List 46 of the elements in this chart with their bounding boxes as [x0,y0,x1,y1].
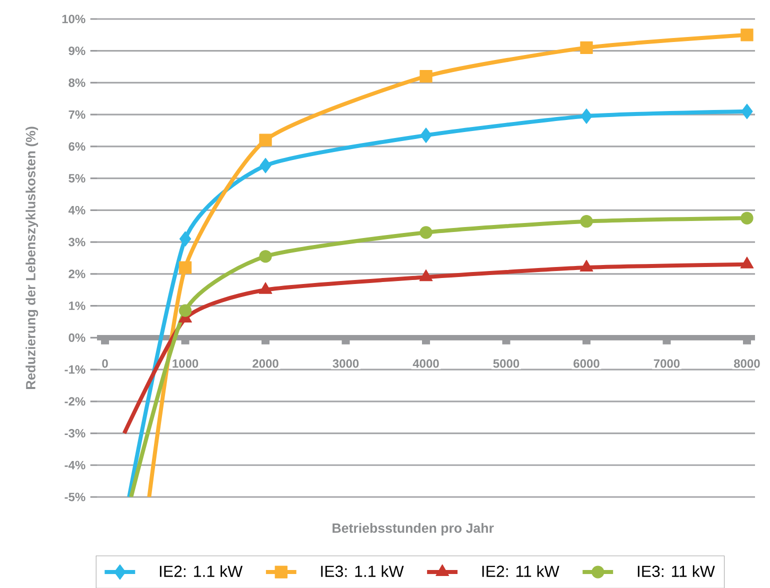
y-tick-label: 6% [68,142,86,150]
x-tick-label: 2000 [252,359,278,368]
point [741,104,753,119]
point [179,230,192,246]
point [740,28,754,42]
point [580,108,592,124]
y-tick-label: -5% [64,492,86,502]
y-tick-label: -3% [64,428,86,438]
x-tick-label: 5000 [493,359,520,368]
y-tick-label: 1% [69,301,86,310]
x-tick-label: 3000 [332,359,359,368]
point [178,261,192,274]
point [259,134,272,146]
x-tick-label: 0 [102,359,108,368]
x-tick-label: 7000 [654,359,680,368]
point [420,127,432,143]
legend-label: IE2: 11 kW [482,565,560,577]
y-tick-label: 5% [68,174,86,182]
x-tick-label: 1000 [172,359,198,368]
point [420,226,432,239]
x-tick-label: 4000 [412,359,439,368]
y-tick-label: -1% [64,365,86,374]
y-axis-title: Reduzierung der Lebenszykluskosten (%) [26,126,38,389]
point [259,250,272,263]
point [178,304,192,317]
point [580,214,593,228]
y-tick-label: 7% [68,110,86,119]
y-tick-label: -4% [64,460,86,470]
legend-label: IE2: 1.1 kW [160,565,243,577]
x-tick-label: 8000 [734,359,760,368]
y-tick-label: 10% [62,14,86,24]
point [580,41,593,54]
point [420,70,432,82]
y-tick-label: 8% [68,78,86,87]
y-tick-label: 4% [68,206,86,214]
y-tick-label: 3% [68,238,86,246]
point [260,158,272,174]
y-tick-label: 2% [68,269,86,278]
y-tick-label: 9% [68,46,86,55]
y-tick-label: -2% [64,396,86,406]
y-tick-label: 0% [68,333,86,342]
legend-label: IE3: 1.1 kW [321,565,404,577]
legend-label: IE3: 11 kW [638,565,715,577]
x-tick-label: 6000 [574,359,600,368]
x-axis-title: Betriebsstunden pro Jahr [332,522,494,536]
point [740,212,754,224]
